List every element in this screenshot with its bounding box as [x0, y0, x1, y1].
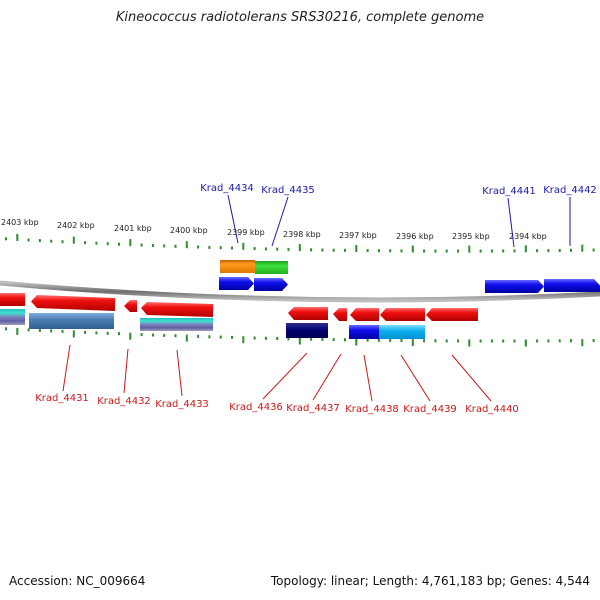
- gene-krad-4431-arrow[interactable]: [0, 293, 25, 306]
- accession-text: Accession: NC_009664: [9, 574, 146, 588]
- gene-arrow[interactable]: [31, 295, 115, 311]
- reverse-leader-lines: [62, 344, 492, 402]
- scale-label: 2397 kbp: [339, 231, 377, 240]
- gene-arrow[interactable]: [219, 277, 254, 290]
- scale-label: 2396 kbp: [396, 232, 434, 241]
- scale-label: 2401 kbp: [114, 224, 152, 233]
- gene-label[interactable]: Krad_4436: [229, 402, 283, 413]
- gene-label[interactable]: Krad_4431: [35, 393, 89, 404]
- scale-label: 2399 kbp: [227, 228, 265, 237]
- gene-krad-4432-arrow[interactable]: [124, 300, 137, 312]
- gene-label[interactable]: Krad_4440: [465, 404, 519, 415]
- forward-leader-lines: [227, 194, 571, 248]
- gene-label[interactable]: Krad_4441: [482, 186, 536, 197]
- feature-box[interactable]: [0, 309, 25, 325]
- gene-krad-4442-arrow[interactable]: [544, 279, 600, 292]
- gene-krad-4434-box[interactable]: [220, 260, 255, 273]
- gene-krad-4440-arrow[interactable]: [426, 308, 478, 321]
- kbp-scale-labels: 2403 kbp 2402 kbp 2401 kbp 2400 kbp 2399…: [1, 218, 547, 241]
- gene-krad-4439-arrow[interactable]: [380, 308, 425, 321]
- gene-krad-4437-arrow[interactable]: [333, 308, 347, 321]
- gene-label[interactable]: Krad_4433: [155, 399, 209, 410]
- gene-krad-4441-arrow[interactable]: [485, 280, 544, 293]
- gene-label[interactable]: Krad_4442: [543, 185, 597, 196]
- gene-label[interactable]: Krad_4438: [345, 404, 399, 415]
- feature-box[interactable]: [286, 323, 328, 338]
- scale-label: 2398 kbp: [283, 230, 321, 239]
- gene-krad-4436-arrow[interactable]: [288, 307, 328, 320]
- reverse-gene-labels: Krad_4431 Krad_4432 Krad_4433 Krad_4436 …: [35, 393, 519, 415]
- upper-tick-row: [5, 233, 595, 253]
- gene-krad-4438-arrow[interactable]: [350, 308, 379, 321]
- feature-box[interactable]: [29, 313, 114, 329]
- gene-label[interactable]: Krad_4434: [200, 183, 254, 194]
- genome-backbone: [0, 280, 600, 303]
- gene-label[interactable]: Krad_4437: [286, 403, 340, 414]
- scale-label: 2403 kbp: [1, 218, 39, 227]
- gene-label[interactable]: Krad_4439: [403, 404, 457, 415]
- reverse-strand-genes: [0, 293, 478, 339]
- forward-strand-genes: [219, 260, 600, 293]
- gene-krad-4433-arrow[interactable]: [141, 302, 213, 317]
- gene-krad-4435-box[interactable]: [255, 261, 288, 274]
- feature-box[interactable]: [379, 325, 425, 339]
- feature-box[interactable]: [140, 318, 213, 331]
- scale-label: 2402 kbp: [57, 221, 95, 230]
- scale-label: 2394 kbp: [509, 232, 547, 241]
- gene-label[interactable]: Krad_4435: [261, 185, 315, 196]
- lower-tick-row: [5, 327, 595, 347]
- feature-box[interactable]: [349, 325, 379, 339]
- gene-label[interactable]: Krad_4432: [97, 396, 151, 407]
- map-title: Kineococcus radiotolerans SRS30216, comp…: [115, 10, 485, 25]
- genome-stats-text: Topology: linear; Length: 4,761,183 bp; …: [270, 574, 590, 588]
- gene-arrow[interactable]: [254, 278, 288, 291]
- scale-label: 2395 kbp: [452, 232, 490, 241]
- scale-label: 2400 kbp: [170, 226, 208, 235]
- forward-gene-labels: Krad_4434 Krad_4435 Krad_4441 Krad_4442: [200, 183, 597, 197]
